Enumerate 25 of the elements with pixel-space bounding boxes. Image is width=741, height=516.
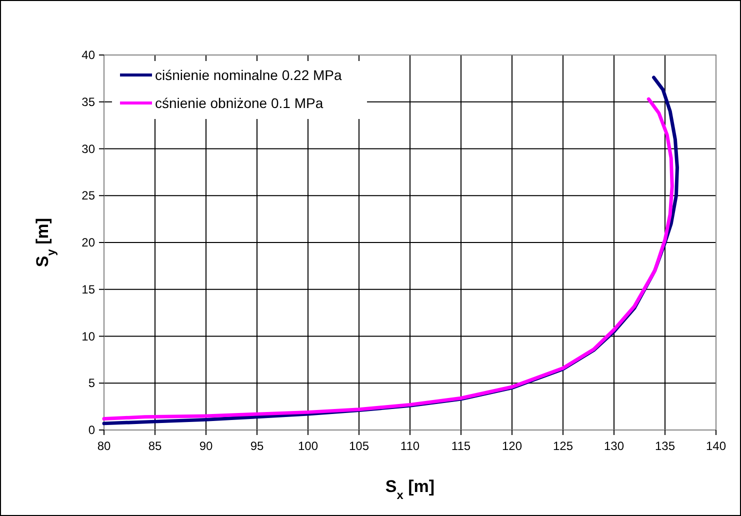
y-tick-label: 15 [82, 282, 96, 296]
x-tick-label: 125 [552, 439, 574, 453]
x-tick-label: 135 [654, 439, 676, 453]
x-tick-label: 110 [400, 439, 420, 453]
x-tick-label: 130 [604, 439, 624, 453]
x-tick-label: 140 [706, 439, 726, 453]
y-tick-label: 10 [82, 329, 96, 344]
x-tick-label: 90 [199, 439, 213, 453]
x-tick-label: 100 [298, 439, 318, 453]
y-tick-label: 5 [88, 376, 96, 390]
y-tick-label: 30 [82, 142, 96, 156]
y-tick-label: 35 [82, 94, 96, 109]
legend-label: cśnienie obniżone 0.1 MPa [155, 95, 324, 111]
legend-label: ciśnienie nominalne 0.22 MPa [155, 67, 342, 83]
x-tick-label: 115 [451, 439, 471, 453]
x-tick-label: 120 [502, 439, 522, 453]
x-tick-label: 95 [250, 439, 264, 453]
x-axis-title: S$_{x}$ [m] [385, 477, 435, 502]
x-tick-label: 85 [148, 439, 162, 453]
y-tick-label: 40 [82, 48, 96, 62]
x-tick-label: 105 [348, 439, 370, 453]
y-tick-label: 20 [82, 236, 96, 250]
y-tick-label: 25 [82, 188, 96, 203]
x-tick-label: 80 [97, 439, 111, 453]
y-tick-label: 0 [88, 423, 96, 437]
